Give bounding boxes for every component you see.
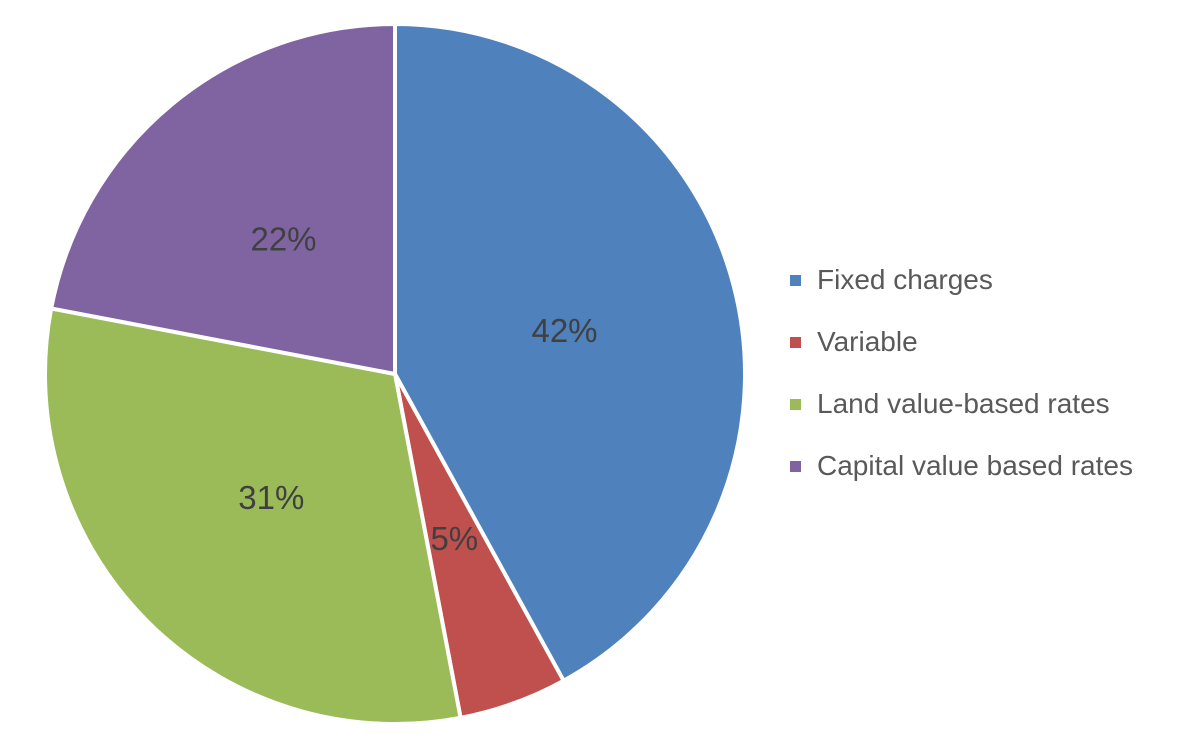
pie-slice-land-value-based-rates bbox=[43, 306, 463, 726]
legend-label: Land value-based rates bbox=[817, 388, 1110, 419]
legend-label: Variable bbox=[817, 326, 918, 357]
legend-item-fixed-charges: Fixed charges bbox=[790, 264, 1133, 296]
legend-marker-icon bbox=[790, 460, 801, 472]
legend-label: Capital value based rates bbox=[817, 450, 1133, 481]
pie-slice-fixed-charges bbox=[393, 21, 747, 684]
legend-marker-icon bbox=[790, 398, 801, 410]
legend-item-variable: Variable bbox=[790, 326, 1133, 358]
pie-data-label-land-value-based-rates: 31% bbox=[238, 479, 304, 516]
legend: Fixed charges Variable Land value-based … bbox=[790, 264, 1133, 512]
pie-data-label-fixed-charges: 42% bbox=[531, 312, 597, 349]
pie-slice-capital-value-based-rates bbox=[48, 21, 397, 377]
legend-label: Fixed charges bbox=[817, 264, 993, 295]
legend-marker-icon bbox=[790, 336, 801, 348]
pie-data-label-capital-value-based-rates: 22% bbox=[250, 221, 316, 258]
pie-data-label-variable: 5% bbox=[430, 520, 478, 557]
legend-item-capital-value-based-rates: Capital value based rates bbox=[790, 450, 1133, 482]
legend-marker-icon bbox=[790, 274, 801, 286]
legend-item-land-value-based-rates: Land value-based rates bbox=[790, 388, 1133, 420]
